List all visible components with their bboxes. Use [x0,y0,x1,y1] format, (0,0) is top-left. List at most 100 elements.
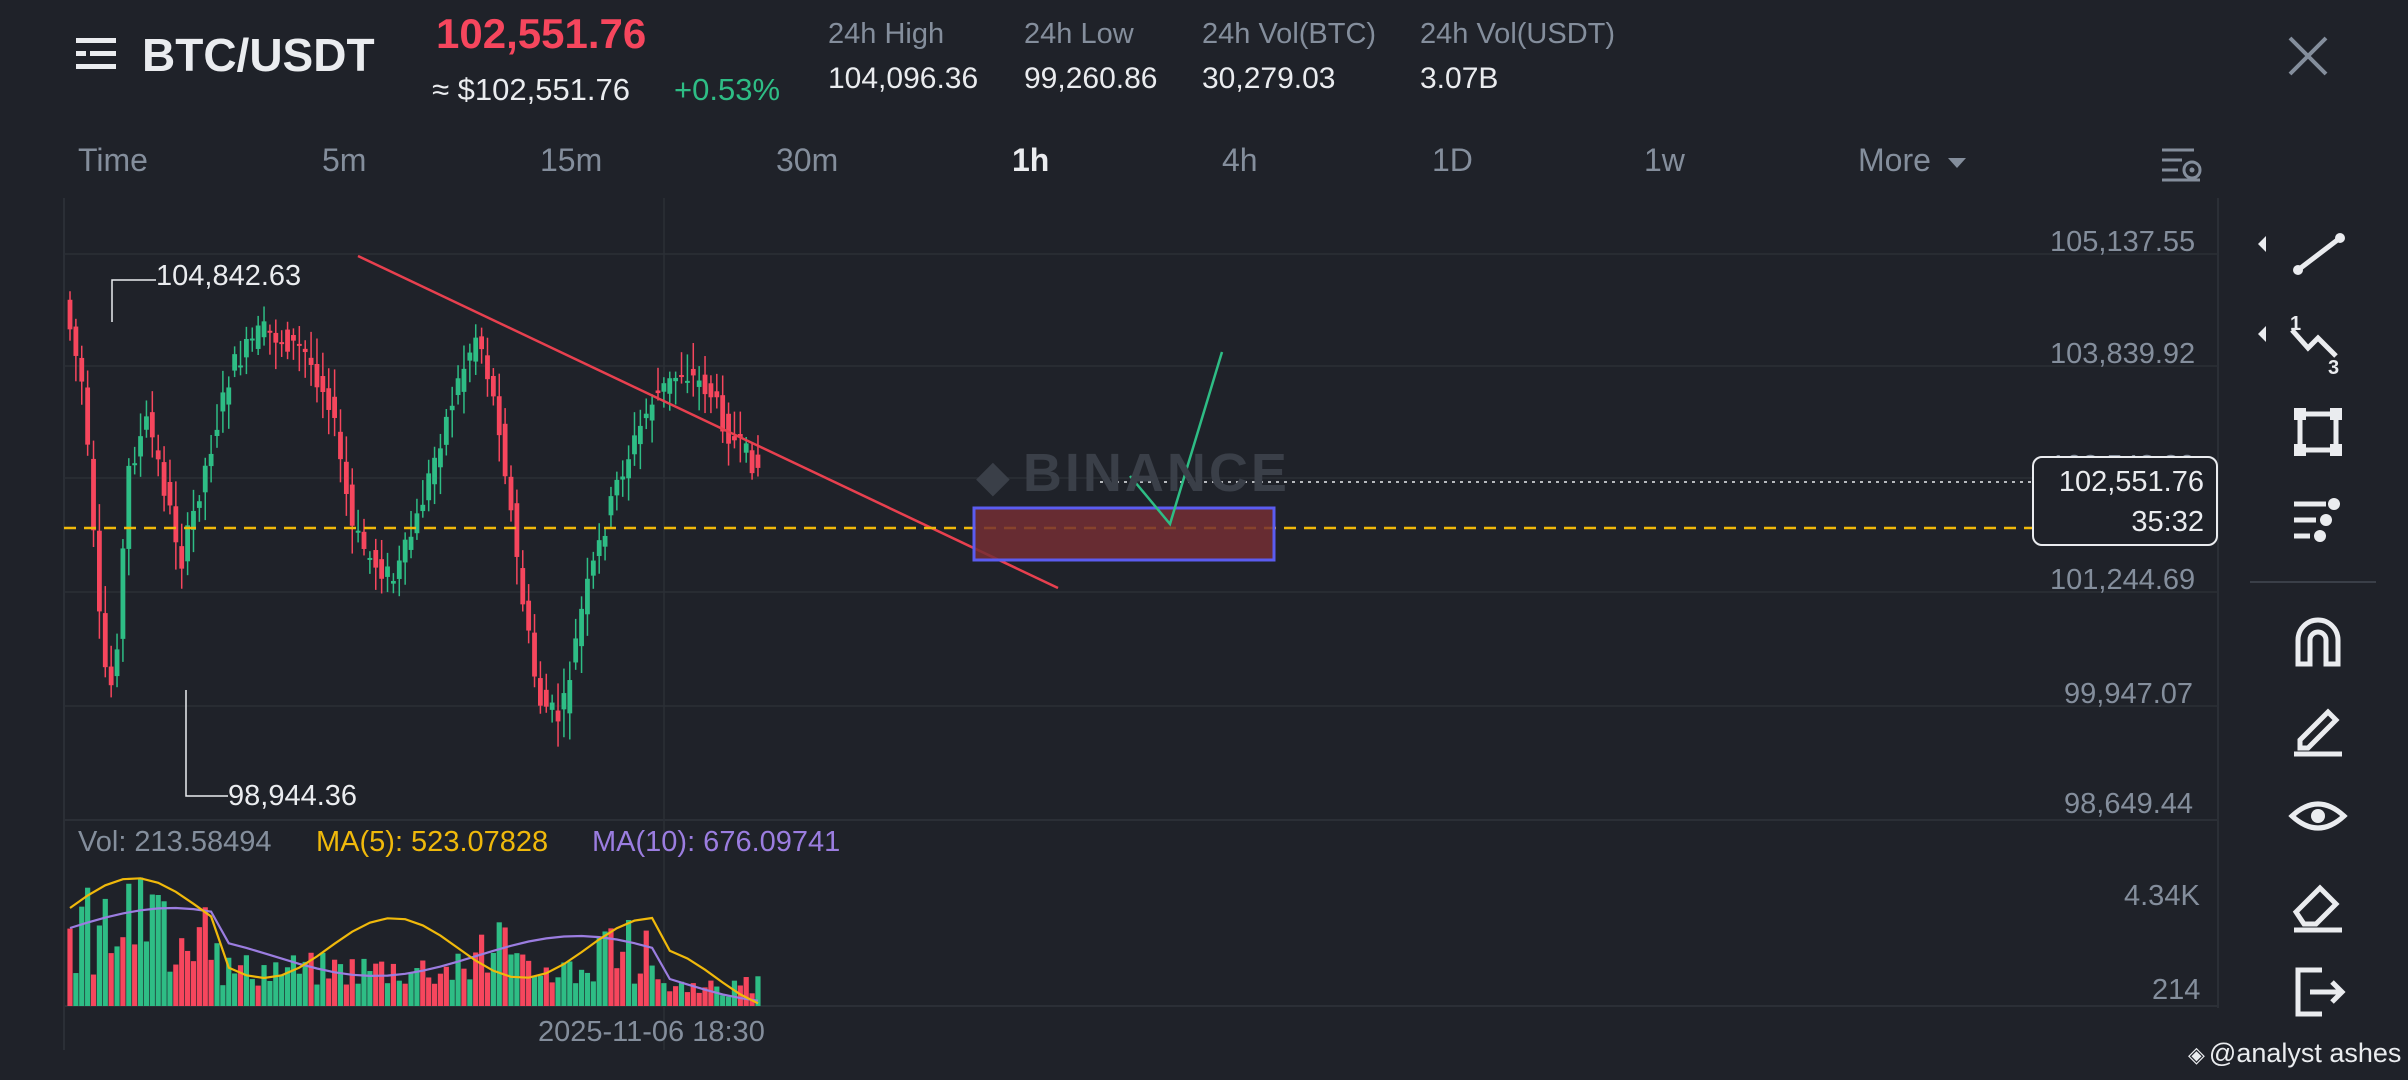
candle-body [708,383,714,398]
candle-body [373,550,379,568]
candle-body [626,459,631,479]
volume-bar [249,979,255,1006]
trend-line-icon[interactable] [2250,220,2345,284]
volume-bar [332,959,338,1006]
candle-body [185,525,190,562]
volume-bar [490,952,496,1006]
tab-1d[interactable]: 1D [1432,142,1473,178]
indicator-icon[interactable] [2286,488,2350,552]
volume-bar [678,981,685,1006]
volume-bar [479,934,485,1006]
fib-icon[interactable]: 1 3 [2250,310,2380,379]
candle-body [714,391,720,398]
candle-body [220,392,226,412]
volume-bar [673,986,679,1006]
candle-body [449,405,455,411]
candle-body [279,342,285,345]
volume-bar [396,980,402,1006]
candle-countdown: 35:32 [2131,506,2204,538]
candle-body [202,465,208,493]
candle-body [208,453,214,467]
diamond-icon: ◈ [2188,1042,2205,1067]
candle-body [502,423,508,477]
candle-body [432,457,437,485]
volume-bar [567,961,573,1006]
volume-bar [426,977,432,1006]
volume-bar [237,965,244,1006]
candle-body [385,566,390,577]
volume-bar [578,969,585,1006]
candle-body [620,476,626,480]
candle-body [238,365,243,368]
candle-body [737,434,743,438]
magnet-icon[interactable] [2286,608,2350,672]
candle-body [526,600,532,631]
tab-4h[interactable]: 4h [1222,142,1258,178]
volume-bar [725,996,732,1006]
eraser-icon[interactable] [2286,872,2350,936]
price-change: +0.53% [674,72,781,107]
candle-body [596,540,602,557]
volume-bar [343,984,349,1006]
volume-bar [702,987,708,1006]
candle-body [261,321,267,338]
volume-bar [731,980,738,1006]
tab-1w[interactable]: 1w [1644,142,1685,178]
tab-1h[interactable]: 1h [1012,142,1050,178]
menu-icon[interactable] [74,34,118,78]
tab-more[interactable]: More [1858,142,1968,179]
tab-more-label: More [1858,142,1931,178]
volume-bar [320,952,326,1006]
tab-15m[interactable]: 15m [540,142,603,178]
candle-body [538,678,543,706]
volume-bar [414,968,420,1006]
volume-bar [514,953,520,1006]
price-axis-5: 98,649.44 [2064,788,2194,820]
current-price-box: 102,551.76 35:32 [2032,456,2218,546]
candle-body [414,513,420,534]
close-icon[interactable] [2282,30,2334,82]
candle-body [608,496,614,516]
volume-bar [455,953,461,1006]
candle-body [755,454,761,468]
candle-body [396,560,402,579]
volume-bar [326,978,332,1006]
volume-bar [196,927,202,1006]
candle-body [661,383,667,392]
chart-settings-icon[interactable] [2160,144,2204,184]
volume-bar [720,995,726,1006]
volume-bar [302,961,308,1006]
candle-body [632,435,637,455]
exit-icon[interactable] [2286,960,2350,1024]
rectangle-icon[interactable] [2286,400,2350,464]
volume-bar [361,958,367,1006]
candle-body [155,450,161,460]
candle-body [255,325,261,349]
eye-icon[interactable] [2286,784,2350,848]
pencil-icon[interactable] [2286,696,2350,760]
candle-body [690,368,696,376]
tab-5m[interactable]: 5m [322,142,367,178]
volume-bar [355,983,361,1006]
candle-body [520,568,526,605]
volume-bar [661,983,667,1006]
price-axis-0: 105,137.55 [2050,226,2196,258]
volume-bar [267,981,273,1006]
candle-body [97,530,102,612]
pair-title[interactable]: BTC/USDT [142,29,375,81]
volume-bar [208,959,214,1006]
tab-time[interactable]: Time [78,142,148,178]
volume-bar [232,973,238,1006]
candle-body [585,578,590,615]
volume-bar [696,992,702,1006]
candle-body [438,448,443,468]
tab-30m[interactable]: 30m [776,142,839,178]
svg-text:1: 1 [2290,313,2301,335]
volume-bar [379,961,385,1006]
candle-body [102,613,108,668]
candle-body [214,429,220,437]
volume-bar [155,895,161,1006]
candle-body [679,375,684,378]
